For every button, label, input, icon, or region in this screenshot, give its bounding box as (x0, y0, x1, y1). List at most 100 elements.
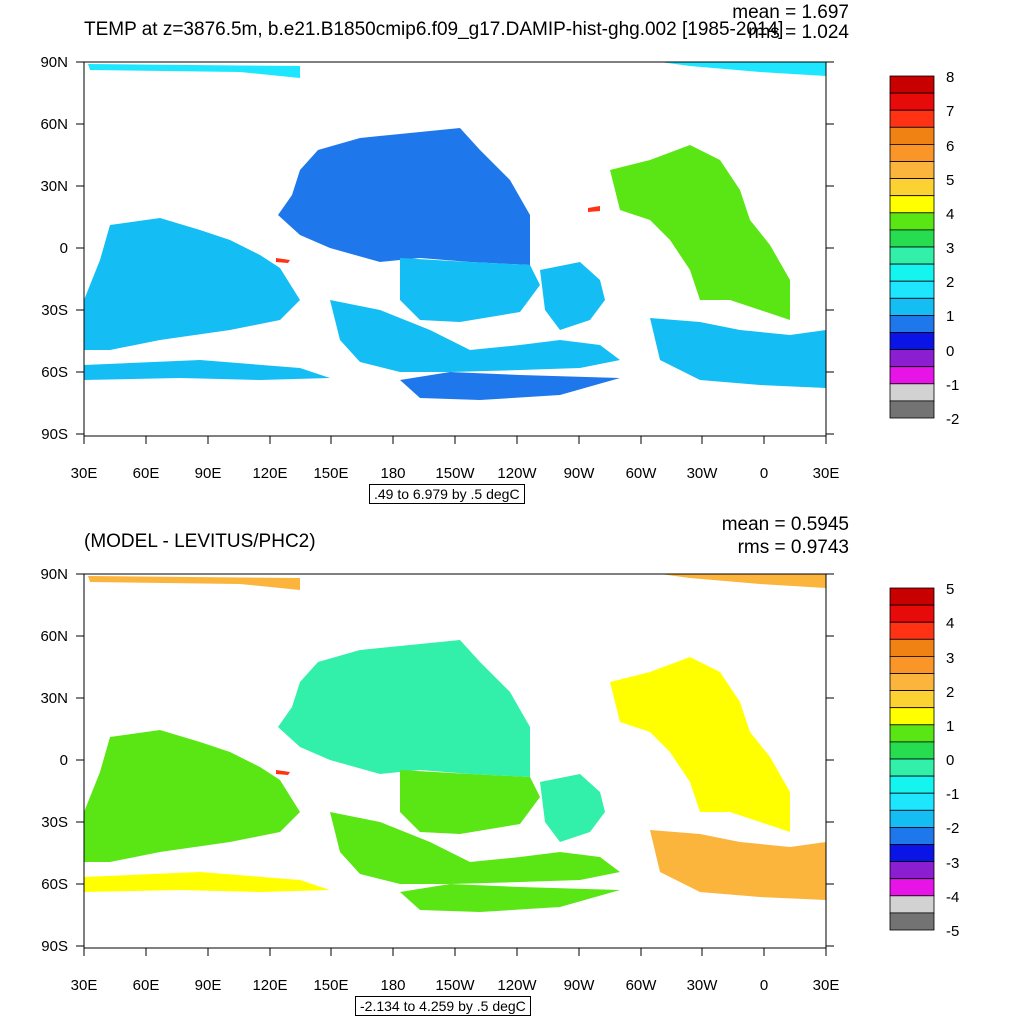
temperature-panel: TEMP at z=3876.5m, b.e21.B1850cmip6.f09_… (40, 2, 959, 504)
southern-ocean-fill (84, 360, 330, 380)
mean-label: mean = 0.5945 (721, 514, 849, 535)
longitude-axis: 30E 60E 90E 120E 150E 180 150W 120W 90W … (71, 436, 840, 482)
colorbar-box (889, 844, 935, 863)
colorbar-box (889, 143, 935, 162)
north-arctic-fill (88, 64, 300, 78)
latitude-axis: 90N 60N 30N 0 30S 60S 90S (40, 54, 834, 443)
colorbar-box (889, 826, 935, 845)
lon-label: 150E (313, 977, 348, 994)
colorbar-box (889, 246, 935, 265)
southern-ocean-deep-fill (400, 372, 620, 400)
lat-label-60s: 60S (41, 364, 68, 381)
lon-label: 30E (71, 465, 98, 482)
colorbar-label: 7 (946, 103, 954, 120)
south-atlantic-east-fill (650, 830, 826, 900)
south-atlantic-west-fill (540, 774, 605, 842)
contour-info-label: .49 to 6.979 by .5 degC (369, 484, 525, 504)
colorbar-label: -1 (946, 786, 959, 803)
lat-label-30s: 30S (41, 814, 68, 831)
lat-label-90n: 90N (40, 54, 68, 71)
colorbar-label: -4 (946, 889, 959, 906)
lat-label-eq: 0 (60, 240, 68, 257)
panel-title: TEMP at z=3876.5m, b.e21.B1850cmip6.f09_… (84, 19, 784, 40)
colorbar-box (889, 383, 935, 402)
colorbar-box (889, 297, 935, 316)
colorbar-box (889, 178, 935, 197)
lon-label: 60E (133, 977, 160, 994)
colorbar-box (889, 92, 935, 111)
lon-label: 60W (626, 977, 658, 994)
colorbar-box (889, 109, 935, 128)
lat-label-60s: 60S (41, 876, 68, 893)
lon-label: 90E (195, 977, 222, 994)
colorbar-box (889, 861, 935, 880)
colorbar-box (889, 195, 935, 214)
colorbar-box (889, 621, 935, 640)
difference-panel: (MODEL - LEVITUS/PHC2) mean = 0.5945 rms… (0, 512, 1024, 1024)
pacific-deep-fill (278, 128, 530, 265)
indian-ocean-fill (84, 218, 300, 350)
mean-label: mean = 1.697 (732, 2, 849, 23)
colorbar-box (889, 775, 935, 794)
lon-label: 30W (687, 465, 719, 482)
south-atlantic-east-fill (650, 318, 826, 388)
lon-label: 120E (252, 977, 287, 994)
atlantic-fill (610, 145, 790, 320)
colorbar-box (889, 161, 935, 180)
colorbar-label: 0 (946, 343, 954, 360)
lon-label: 120W (497, 465, 537, 482)
contour-info-label: -2.134 to 4.259 by .5 degC (355, 996, 531, 1016)
colorbar-box (889, 587, 935, 606)
lon-label: 30E (71, 977, 98, 994)
lon-label: 90E (195, 465, 222, 482)
colorbar-label: 2 (946, 684, 954, 701)
colorbar-box (889, 690, 935, 709)
colorbar-box (889, 673, 935, 692)
longitude-axis: 30E 60E 90E 120E 150E 180 150W 120W 90W … (71, 948, 840, 994)
lon-label: 150W (435, 977, 475, 994)
colorbar-label: 4 (946, 206, 954, 223)
lon-label: 150W (435, 465, 475, 482)
indian-ocean-fill (84, 730, 300, 862)
colorbar-box (889, 912, 935, 931)
colorbar-label: -1 (946, 377, 959, 394)
colorbar-label: 5 (946, 581, 954, 598)
lon-label: 30E (813, 977, 840, 994)
colorbar-box (889, 400, 935, 419)
north-arctic-fill (88, 576, 300, 590)
ocean-regions (84, 62, 826, 400)
colorbar-label: 3 (946, 650, 954, 667)
temperature-map: 90N 60N 30N 0 30S 60S 90S 30E 60E 90E 12… (40, 54, 959, 482)
southern-pacific-fill (400, 770, 540, 834)
lon-label: 30E (813, 465, 840, 482)
lon-label: 60W (626, 465, 658, 482)
colorbar-label: 3 (946, 240, 954, 257)
colorbar-box (889, 366, 935, 385)
colorbar-label: 0 (946, 752, 954, 769)
colorbar-box (889, 809, 935, 828)
south-atlantic-west-fill (540, 262, 605, 330)
lon-label: 150E (313, 465, 348, 482)
colorbar-label: 5 (946, 172, 954, 189)
lat-label-eq: 0 (60, 752, 68, 769)
colorbar-label: -3 (946, 855, 959, 872)
difference-map: 90N 60N 30N 0 30S 60S 90S 30E 60E 90E 12… (40, 566, 959, 994)
lon-label: 120E (252, 465, 287, 482)
red-speck (276, 258, 290, 263)
lat-label-30s: 30S (41, 302, 68, 319)
lat-label-30n: 30N (40, 178, 68, 195)
colorbar-box (889, 126, 935, 145)
rms-label: rms = 0.9743 (737, 537, 849, 558)
colorbar-box (889, 758, 935, 777)
lat-label-60n: 60N (40, 116, 68, 133)
colorbar-box (889, 878, 935, 897)
south-pacific-west-fill (330, 300, 620, 372)
north-arctic-fill-east (660, 62, 826, 76)
southern-ocean-deep-fill (400, 884, 620, 912)
colorbar-box (889, 314, 935, 333)
rms-label: rms = 1.024 (748, 22, 849, 43)
lon-label: 60E (133, 465, 160, 482)
north-arctic-fill-east (660, 574, 826, 588)
red-speck (276, 770, 290, 775)
panel-title: (MODEL - LEVITUS/PHC2) (84, 531, 316, 552)
